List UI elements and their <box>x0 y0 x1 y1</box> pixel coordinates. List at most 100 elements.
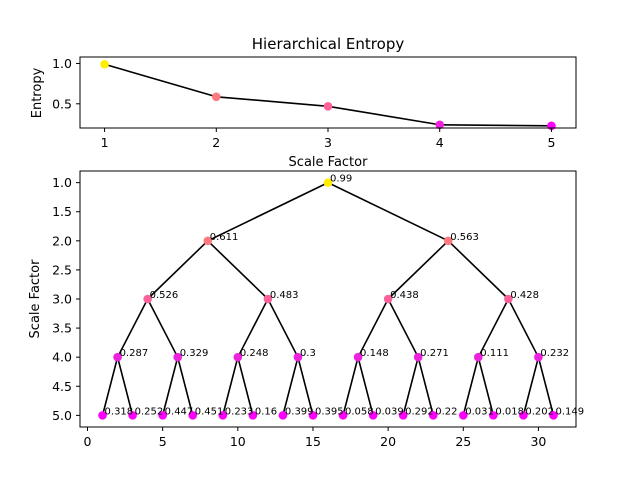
tree-labels-layer: 0.99 0.611 0.563 0.526 0.483 0.438 0.428 0.287 0… <box>105 174 585 418</box>
x-tick-label: 5 <box>547 135 555 150</box>
tree-edge <box>297 356 314 416</box>
tree-node <box>233 352 243 362</box>
tree-edge <box>267 298 299 358</box>
tree-edge <box>237 298 269 358</box>
tree-node-label: 0.483 <box>270 290 299 301</box>
x-tick-label: 0 <box>84 434 92 449</box>
tree-node <box>218 411 228 420</box>
bottom-y-axis: 1.0 1.5 2.0 2.5 3.0 3.5 4.0 4.5 5.0 <box>52 175 80 423</box>
tree-node-label: 0.058 <box>345 406 374 417</box>
tree-node-label: 0.447 <box>165 406 194 417</box>
tree-node <box>248 411 258 420</box>
entropy-line-segment <box>104 63 217 98</box>
tree-node-label: 0.148 <box>360 348 389 359</box>
y-tick-label: 1.5 <box>52 204 72 219</box>
tree-node-label: 0.018 <box>495 406 524 417</box>
tree-node-label: 0.3 <box>300 348 316 359</box>
tree-node <box>158 411 167 420</box>
tree-node <box>128 411 137 420</box>
tree-node <box>338 411 348 420</box>
tree-edge <box>207 181 329 242</box>
top-x-axis: 1 2 3 4 5 <box>101 128 555 150</box>
tree-edge <box>147 240 209 300</box>
tree-node <box>489 411 498 420</box>
top-y-axis: 0.5 1.0 <box>52 56 80 111</box>
y-tick-label: 2.5 <box>52 262 72 277</box>
tree-edge <box>327 181 449 242</box>
tree-edge <box>462 356 480 416</box>
tree-node <box>353 352 363 362</box>
x-tick-label: 10 <box>230 434 246 449</box>
x-tick-label: 20 <box>380 434 396 449</box>
tree-node-label: 0.395 <box>315 406 344 417</box>
tree-node-label: 0.99 <box>330 174 352 185</box>
y-tick-label: 4.0 <box>52 350 72 365</box>
tree-edge <box>101 356 119 416</box>
tree-node <box>143 294 152 304</box>
entropy-point <box>323 101 333 111</box>
top-x-axis-label: Scale Factor <box>289 155 369 170</box>
tree-edge <box>507 298 540 358</box>
tree-node-label: 0.526 <box>150 290 179 301</box>
tree-node <box>383 294 393 304</box>
entropy-tree-chart: 0.99 0.611 0.563 0.526 0.483 0.438 0.428 0.287 0… <box>28 170 585 449</box>
tree-node-label: 0.22 <box>435 406 457 417</box>
tree-node-label: 0.563 <box>450 232 479 243</box>
tree-node <box>474 352 483 362</box>
entropy-line-segment <box>327 105 440 126</box>
x-tick-label: 3 <box>324 135 332 150</box>
y-tick-label: 3.5 <box>52 321 72 336</box>
entropy-point <box>100 59 109 69</box>
tree-edge <box>387 240 449 300</box>
tree-node-label: 0.451 <box>195 406 224 417</box>
bottom-x-axis: 0 5 10 15 20 25 30 <box>84 427 546 449</box>
tree-node-label: 0.149 <box>555 406 584 417</box>
entropy-line-segment <box>439 123 552 127</box>
tree-node-label: 0.271 <box>420 348 449 359</box>
tree-node <box>428 411 438 420</box>
tree-node <box>413 352 423 362</box>
tree-node-label: 0.232 <box>540 348 569 359</box>
bottom-y-axis-label: Scale Factor <box>28 259 43 339</box>
tree-node <box>293 352 303 362</box>
tree-edge <box>342 356 359 416</box>
tree-node <box>203 236 213 246</box>
x-tick-label: 25 <box>455 434 471 449</box>
tree-edge <box>176 356 194 416</box>
tree-node-label: 0.399 <box>285 406 314 417</box>
tree-nodes-layer <box>98 178 558 420</box>
tree-node <box>278 411 288 420</box>
y-tick-label: 4.5 <box>52 379 72 394</box>
tree-edge <box>116 356 134 416</box>
x-tick-label: 1 <box>101 135 109 150</box>
tree-node-label: 0.233 <box>225 406 254 417</box>
x-tick-label: 4 <box>436 135 444 150</box>
tree-edge <box>237 356 254 416</box>
tree-edge <box>447 240 509 300</box>
y-tick-label: 1.0 <box>52 56 72 71</box>
tree-node-label: 0.329 <box>180 348 209 359</box>
tree-edge <box>477 356 495 416</box>
x-tick-label: 5 <box>159 434 167 449</box>
tree-node <box>549 411 558 420</box>
tree-node-label: 0.16 <box>255 406 277 417</box>
tree-node-label: 0.248 <box>240 348 269 359</box>
entropy-line-layer <box>104 63 552 127</box>
y-tick-label: 5.0 <box>52 408 72 423</box>
y-tick-label: 2.0 <box>52 233 72 248</box>
tree-node <box>443 236 453 246</box>
tree-node-label: 0.202 <box>525 406 554 417</box>
tree-node-label: 0.252 <box>135 406 164 417</box>
tree-edge <box>357 298 389 358</box>
tree-node-label: 0.428 <box>510 290 539 301</box>
tree-edge <box>402 356 419 416</box>
tree-edge <box>417 356 434 416</box>
tree-node-label: 0.039 <box>375 406 404 417</box>
tree-node <box>368 411 378 420</box>
entropy-line-chart: Hierarchical Entropy 1 2 3 4 5 0.5 1.0 Scale … <box>30 35 577 170</box>
tree-edge <box>387 298 419 358</box>
tree-edge <box>522 356 540 416</box>
tree-node <box>519 411 528 420</box>
x-tick-label: 30 <box>530 434 546 449</box>
